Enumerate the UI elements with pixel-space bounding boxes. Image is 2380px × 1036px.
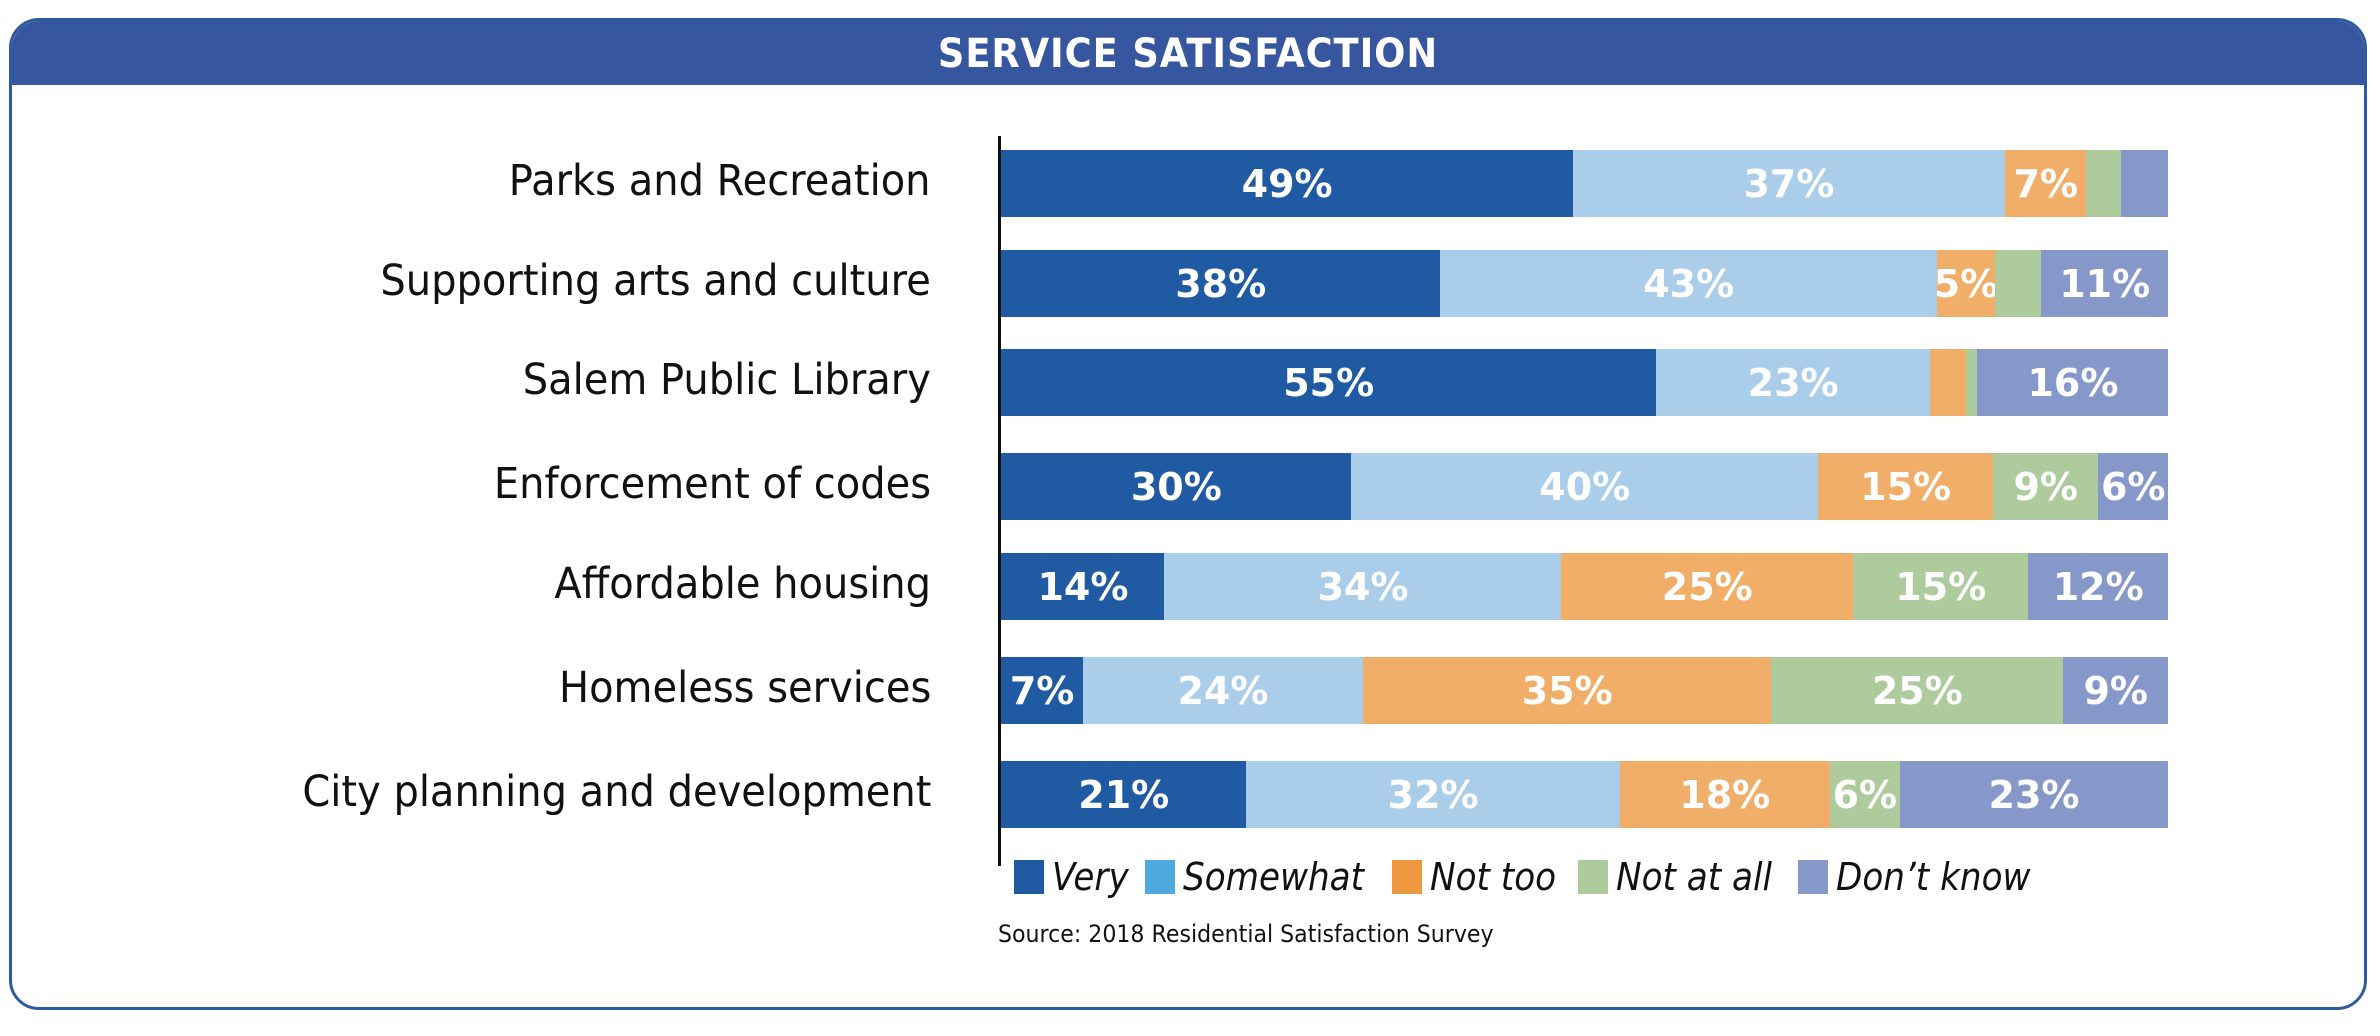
legend-label: Not at all xyxy=(1616,855,1773,899)
data-label: 15% xyxy=(1860,464,1952,509)
bar-segment: 18% xyxy=(1619,761,1831,828)
bar-segment: 5% xyxy=(1936,250,1996,317)
bar-segment: 14% xyxy=(1001,553,1165,620)
data-label: 9% xyxy=(2083,668,2148,713)
data-label: 12% xyxy=(2052,564,2144,609)
bar-segment: 21% xyxy=(1001,761,1247,828)
legend-item: Not too xyxy=(1392,855,1556,899)
data-label: 34% xyxy=(1317,564,1409,609)
bar-segment xyxy=(1965,349,1978,416)
bar-segment: 49% xyxy=(1001,150,1574,217)
bar-segment: 23% xyxy=(1899,761,2169,828)
bar-segment: 9% xyxy=(1992,453,2099,520)
bar-segment xyxy=(2121,150,2169,217)
data-label: 25% xyxy=(1871,668,1963,713)
bar-segment xyxy=(2086,150,2122,217)
bar-segment: 43% xyxy=(1440,250,1938,317)
data-label: 23% xyxy=(1747,360,1839,405)
bar-segment: 30% xyxy=(1001,453,1352,520)
source-note: Source: 2018 Residential Satisfaction Su… xyxy=(998,920,1494,948)
data-label: 21% xyxy=(1078,772,1170,817)
chart-frame: SERVICE SATISFACTION xyxy=(9,18,2367,1010)
data-label: 32% xyxy=(1387,772,1479,817)
category-label: Supporting arts and culture xyxy=(380,255,931,306)
bar-segment: 35% xyxy=(1362,657,1772,724)
bar-segment: 9% xyxy=(2062,657,2169,724)
legend-label: Somewhat xyxy=(1183,855,1365,899)
data-label: 23% xyxy=(1988,772,2080,817)
bar-segment: 25% xyxy=(1771,657,2064,724)
bar-segment xyxy=(1994,250,2042,317)
data-label: 40% xyxy=(1539,464,1631,509)
data-label: 6% xyxy=(2100,464,2166,509)
legend-item: Don’t know xyxy=(1797,855,2038,899)
legend-item: Not at all xyxy=(1578,855,1775,899)
data-label: 15% xyxy=(1895,564,1987,609)
data-label: 18% xyxy=(1679,772,1771,817)
bar-segment: 11% xyxy=(2040,250,2169,317)
data-label: 25% xyxy=(1661,564,1753,609)
category-label: Homeless services xyxy=(558,662,931,713)
category-label: Affordable housing xyxy=(554,558,931,609)
category-label: Parks and Recreation xyxy=(509,155,931,206)
legend-label: Don’t know xyxy=(1835,855,2031,899)
bar-segment: 7% xyxy=(1001,657,1084,724)
category-label: Salem Public Library xyxy=(522,354,931,405)
y-axis-line xyxy=(998,136,1001,866)
bar-segment: 40% xyxy=(1351,453,1819,520)
category-label: Enforcement of codes xyxy=(493,458,931,509)
data-label: 37% xyxy=(1743,161,1835,206)
bar-segment: 38% xyxy=(1001,250,1441,317)
legend-swatch xyxy=(1392,860,1423,894)
data-label: 7% xyxy=(2013,161,2078,206)
data-label: 5% xyxy=(1936,261,1996,306)
data-label: 6% xyxy=(1832,772,1898,817)
bar-segment xyxy=(1929,349,1967,416)
data-label: 9% xyxy=(2013,464,2078,509)
bar-segment: 34% xyxy=(1164,553,1562,620)
title-bar: SERVICE SATISFACTION xyxy=(12,21,2364,85)
bar-segment: 6% xyxy=(2097,453,2169,520)
legend-swatch xyxy=(1797,860,1828,894)
legend: Very Somewhat Not too Not at all Don’t know xyxy=(1014,852,2060,902)
data-label: 35% xyxy=(1521,668,1613,713)
bar-segment: 37% xyxy=(1572,150,2006,217)
chart-title: SERVICE SATISFACTION xyxy=(937,31,1439,77)
legend-label: Not too xyxy=(1430,855,1557,899)
bar-segment: 23% xyxy=(1655,349,1931,416)
data-label: 16% xyxy=(2027,360,2119,405)
data-label: 49% xyxy=(1241,161,1333,206)
data-label: 43% xyxy=(1643,261,1735,306)
data-label: 38% xyxy=(1175,261,1267,306)
bar-segment: 15% xyxy=(1852,553,2029,620)
bar-segment: 32% xyxy=(1246,761,1620,828)
legend-label: Very xyxy=(1052,855,1129,899)
data-label: 24% xyxy=(1177,668,1269,713)
bar-segment: 24% xyxy=(1082,657,1364,724)
legend-item: Very xyxy=(1014,855,1129,899)
bar-segment: 55% xyxy=(1001,349,1657,416)
category-label: City planning and development xyxy=(301,766,931,817)
data-label: 11% xyxy=(2059,261,2151,306)
bar-segment: 6% xyxy=(1829,761,1901,828)
bar-segment: 7% xyxy=(2004,150,2087,217)
legend-swatch xyxy=(1578,860,1609,894)
legend-item: Somewhat xyxy=(1145,855,1370,899)
data-label: 7% xyxy=(1009,668,1075,713)
bar-segment: 25% xyxy=(1561,553,1854,620)
legend-swatch xyxy=(1145,860,1176,894)
legend-swatch xyxy=(1014,860,1044,894)
data-label: 30% xyxy=(1130,464,1222,509)
bar-segment: 16% xyxy=(1977,349,2169,416)
bar-segment: 15% xyxy=(1817,453,1994,520)
data-label: 14% xyxy=(1037,564,1129,609)
bar-segment: 12% xyxy=(2027,553,2169,620)
data-label: 55% xyxy=(1283,360,1375,405)
